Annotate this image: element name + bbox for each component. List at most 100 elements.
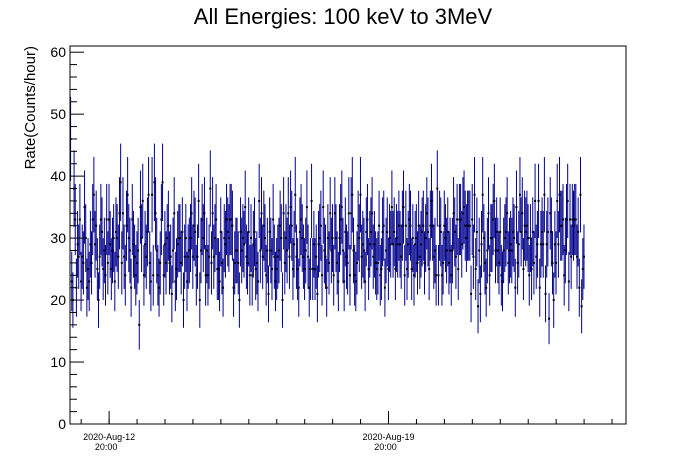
data-point <box>400 224 403 289</box>
data-point <box>539 210 542 278</box>
data-point <box>371 177 374 250</box>
data-point <box>166 204 169 273</box>
data-point <box>90 231 93 295</box>
data-point <box>272 183 275 256</box>
data-point <box>290 190 293 261</box>
data-point <box>413 244 416 306</box>
data-point <box>305 170 308 244</box>
data-point <box>277 217 280 284</box>
data-point <box>328 231 331 295</box>
data-point <box>373 210 376 278</box>
data-point <box>304 217 307 284</box>
data-point <box>288 224 291 289</box>
data-point <box>577 197 580 267</box>
data-point <box>522 238 525 301</box>
data-point <box>112 204 115 273</box>
data-point <box>233 231 236 295</box>
data-point <box>337 251 340 312</box>
data-point <box>452 177 455 250</box>
data-point <box>109 210 112 278</box>
data-point <box>424 204 427 273</box>
data-point <box>515 170 518 244</box>
data-point <box>544 265 547 323</box>
data-point <box>488 244 491 306</box>
data-point <box>137 217 140 284</box>
data-point <box>119 143 122 222</box>
data-point <box>241 204 244 273</box>
data-point <box>507 231 510 295</box>
data-point <box>548 293 551 345</box>
data-point <box>175 238 178 301</box>
chart-title: All Energies: 100 keV to 3MeV <box>194 4 493 29</box>
data-point <box>449 217 452 284</box>
data-point <box>301 204 304 273</box>
data-point <box>406 238 409 301</box>
data-point <box>425 177 428 250</box>
y-tick-label: 40 <box>50 168 66 184</box>
data-point <box>96 238 99 301</box>
data-point <box>411 204 414 273</box>
data-point <box>445 217 448 284</box>
data-point <box>194 197 197 267</box>
y-axis: 0 10 20 30 40 50 60 <box>50 44 84 432</box>
data-point <box>557 210 560 278</box>
data-point <box>415 204 418 273</box>
data-point <box>383 258 386 317</box>
data-point <box>134 244 137 306</box>
data-point <box>582 224 585 289</box>
data-point <box>209 150 212 227</box>
data-point <box>106 231 109 295</box>
data-point <box>336 231 339 295</box>
data-point <box>303 238 306 301</box>
plot-frame <box>69 45 627 425</box>
data-point <box>181 197 184 267</box>
data-point <box>444 204 447 273</box>
data-point <box>397 190 400 261</box>
data-point <box>421 197 424 267</box>
x-tick-date: 2020-Aug-19 <box>362 432 414 442</box>
data-point <box>255 231 258 295</box>
data-point <box>280 204 283 273</box>
data-point <box>227 204 230 273</box>
data-point <box>442 231 445 295</box>
data-point <box>348 244 351 306</box>
data-point <box>222 258 225 317</box>
data-point <box>357 190 360 261</box>
data-point <box>510 217 513 284</box>
data-point <box>206 244 209 306</box>
data-point <box>393 197 396 267</box>
data-point <box>213 204 216 273</box>
data-point <box>297 258 300 317</box>
data-point <box>428 238 431 301</box>
data-point <box>281 272 284 328</box>
data-point <box>116 204 119 273</box>
data-point <box>467 190 470 261</box>
data-point <box>552 272 555 328</box>
data-point <box>333 177 336 250</box>
data-point <box>141 163 144 239</box>
data-point <box>492 183 495 256</box>
data-point <box>360 224 363 289</box>
data-point <box>131 183 134 256</box>
data-point <box>210 231 213 295</box>
y-tick-label: 10 <box>50 354 66 370</box>
data-point <box>395 204 398 273</box>
data-point <box>478 217 481 284</box>
data-point <box>140 204 143 273</box>
data-point <box>555 231 558 295</box>
data-point <box>529 204 532 273</box>
data-point <box>121 177 124 250</box>
data-point <box>76 210 79 278</box>
data-point <box>353 244 356 306</box>
data-point <box>148 231 151 295</box>
data-point <box>365 197 368 267</box>
data-point <box>95 190 98 261</box>
data-point <box>190 177 193 250</box>
data-point <box>464 190 467 261</box>
data-point <box>312 210 315 278</box>
data-point <box>243 210 246 278</box>
data-point <box>474 238 477 301</box>
data-point <box>565 183 568 256</box>
data-point <box>298 197 301 267</box>
data-point <box>284 204 287 273</box>
